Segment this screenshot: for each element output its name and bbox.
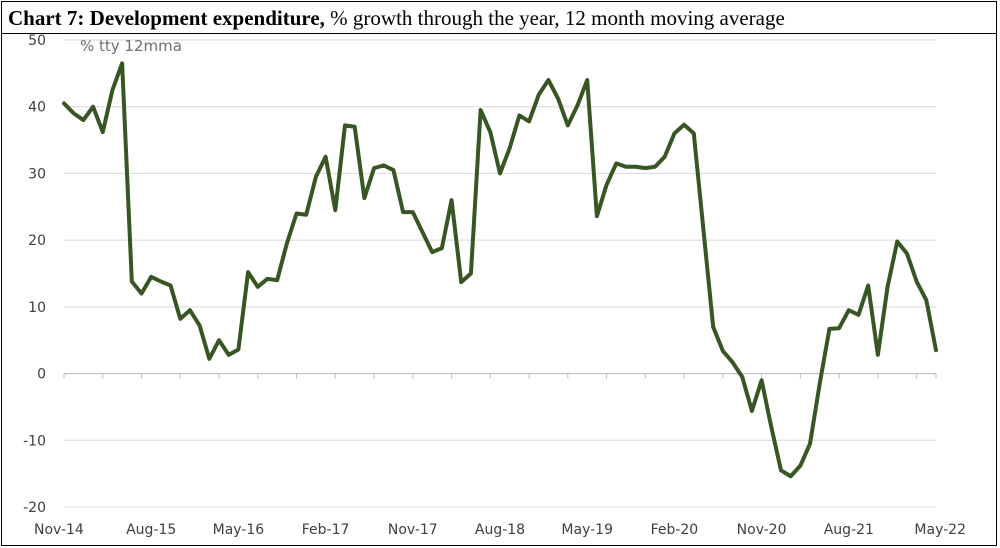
- y-tick-label: -10: [23, 433, 46, 449]
- axes: [63, 372, 937, 379]
- y-tick-label: -20: [23, 500, 46, 516]
- x-tick-label: Aug-18: [475, 522, 525, 538]
- chart-title-rest: % growth through the year, 12 month movi…: [324, 6, 785, 30]
- x-tick-label: Aug-15: [126, 522, 176, 538]
- y-axis-tick-labels: 50 40 30 20 10 0 -10 -20: [23, 33, 46, 516]
- x-tick-label: May-16: [213, 522, 265, 538]
- y-tick-label: 10: [28, 300, 46, 316]
- x-tick-label: Nov-17: [388, 522, 438, 538]
- series-layer: [62, 61, 938, 479]
- x-tick-label: Feb-17: [302, 522, 350, 538]
- y-tick-label: 0: [37, 367, 46, 383]
- x-tick-label: May-19: [561, 522, 613, 538]
- x-axis-tick-labels: Nov-14 Aug-15 May-16 Feb-17 Nov-17 Aug-18 May-…: [34, 522, 966, 538]
- chart-title-bold: Chart 7: Development expenditure,: [8, 6, 325, 30]
- y-tick-label: 50: [28, 33, 46, 49]
- unit-label: % tty 12mma: [80, 37, 182, 55]
- y-tick-label: 20: [28, 233, 46, 249]
- x-tick-label: May-22: [914, 522, 966, 538]
- x-tick-label: Nov-14: [34, 522, 84, 538]
- x-tick-label: Feb-20: [651, 522, 699, 538]
- series-line: [62, 61, 938, 479]
- y-tick-label: 30: [28, 166, 46, 182]
- y-tick-label: 40: [28, 100, 46, 116]
- gridlines: [64, 39, 936, 508]
- x-tick-label: Nov-20: [737, 522, 787, 538]
- chart-title: Chart 7: Development expenditure, % grow…: [2, 2, 996, 34]
- x-tick-label: Aug-21: [824, 522, 874, 538]
